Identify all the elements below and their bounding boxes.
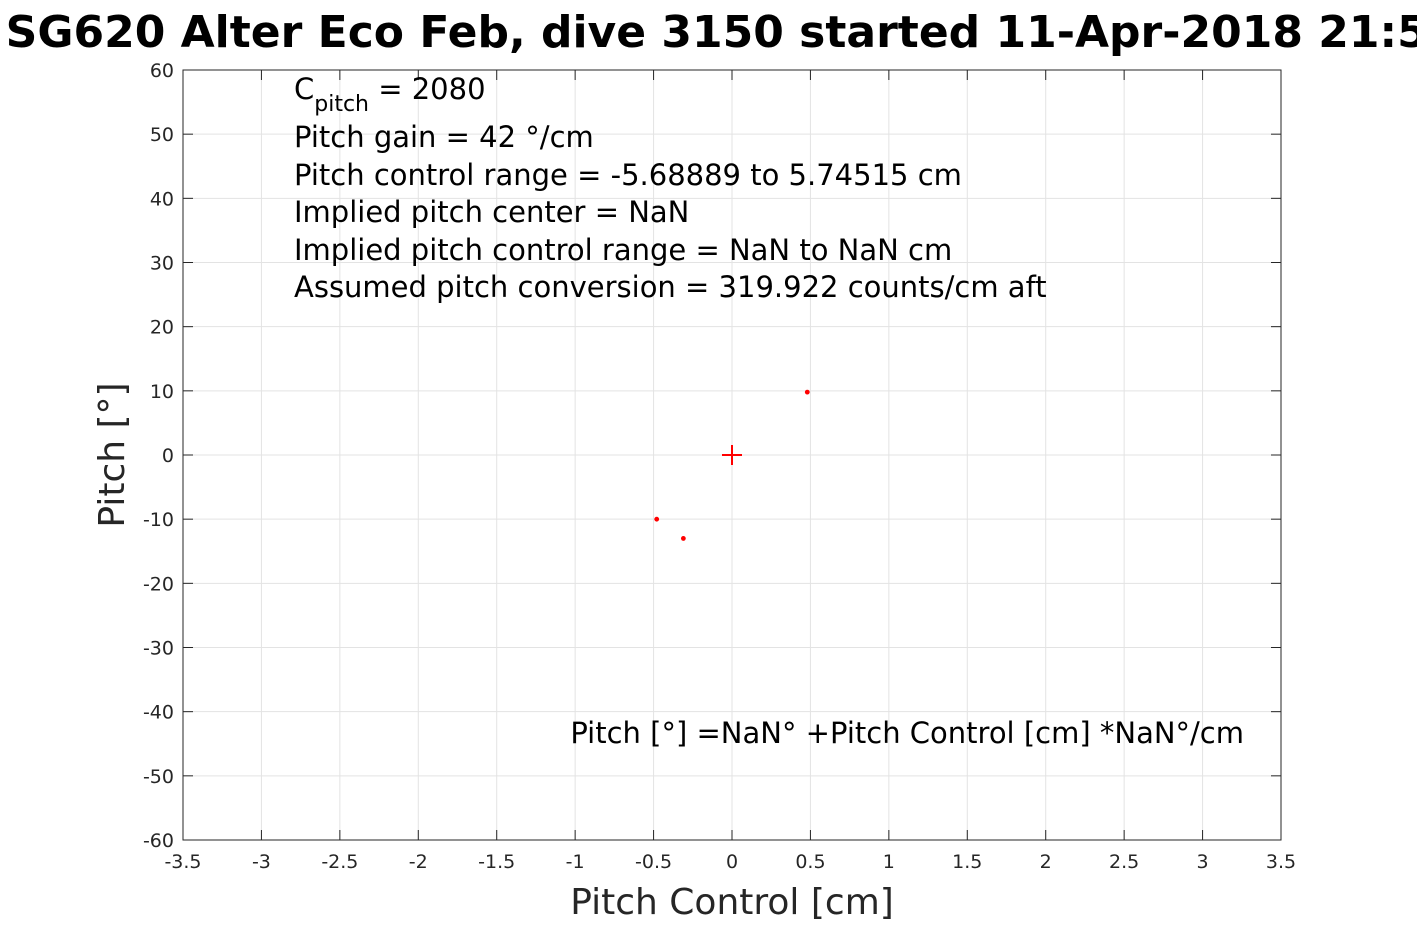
annotation-cpitch-subscript: pitch bbox=[314, 92, 369, 117]
y-tick-label: 50 bbox=[150, 124, 174, 146]
x-tick-label: -3.5 bbox=[164, 851, 201, 873]
annotation-control-range: Pitch control range = -5.68889 to 5.7451… bbox=[294, 158, 962, 192]
data-point bbox=[680, 536, 686, 541]
annotation-pitch-gain: Pitch gain = 42 °/cm bbox=[294, 120, 594, 154]
data-point bbox=[654, 516, 660, 522]
annotation-implied-center: Implied pitch center = NaN bbox=[294, 195, 689, 229]
x-tick-label: -1.5 bbox=[478, 851, 515, 873]
y-tick-label: 20 bbox=[150, 317, 174, 339]
x-tick-label: -3 bbox=[252, 851, 271, 873]
x-tick-label: 2 bbox=[1040, 851, 1052, 873]
annotation-cpitch-main: C bbox=[294, 72, 314, 106]
axes-box bbox=[182, 69, 1282, 841]
x-tick-label: -1 bbox=[566, 851, 585, 873]
x-tick-label: 0.5 bbox=[795, 851, 825, 873]
y-tick-label: 60 bbox=[150, 60, 174, 82]
axis-ticks bbox=[182, 69, 1282, 841]
data-marks bbox=[654, 389, 810, 541]
x-tick-label: 0 bbox=[726, 851, 738, 873]
y-tick-label: 40 bbox=[150, 188, 174, 210]
y-tick-label: -60 bbox=[143, 830, 174, 852]
annotation-assumed-conversion: Assumed pitch conversion = 319.922 count… bbox=[294, 270, 1047, 304]
x-tick-label: -2 bbox=[409, 851, 428, 873]
data-point bbox=[804, 389, 810, 395]
y-axis-label: Pitch [°] bbox=[92, 382, 133, 527]
y-tick-label: -40 bbox=[143, 702, 174, 724]
y-tick-label: -20 bbox=[143, 573, 174, 595]
y-tick-label: -10 bbox=[143, 509, 174, 531]
x-tick-labels: -3.5 -3 -2.5 -2 -1.5 -1 -0.5 0 0.5 1 1.5 2 2.5 3 3.5 bbox=[164, 851, 1296, 873]
y-tick-label: -50 bbox=[143, 766, 174, 788]
x-tick-label: 3.5 bbox=[1266, 851, 1296, 873]
y-tick-labels: -60 -50 -40 -30 -20 -10 0 10 20 30 40 50 60 bbox=[143, 60, 174, 852]
center-plus-marker bbox=[722, 445, 742, 465]
x-axis-label: Pitch Control [cm] bbox=[570, 882, 894, 923]
x-tick-label: 1 bbox=[883, 851, 895, 873]
chart-title: SG620 Alter Eco Feb, dive 3150 started 1… bbox=[6, 7, 1417, 58]
annotation-cpitch: Cpitch = 2080 bbox=[294, 72, 486, 117]
x-tick-label: 2.5 bbox=[1109, 851, 1139, 873]
y-tick-label: 30 bbox=[150, 253, 174, 275]
annotation-block: Cpitch = 2080 Pitch gain = 42 °/cm Pitch… bbox=[294, 72, 1244, 750]
x-tick-label: 3 bbox=[1197, 851, 1209, 873]
x-tick-label: -0.5 bbox=[635, 851, 672, 873]
y-tick-label: 10 bbox=[150, 381, 174, 403]
x-tick-label: 1.5 bbox=[952, 851, 982, 873]
y-tick-label: -30 bbox=[143, 638, 174, 660]
annotation-cpitch-value: = 2080 bbox=[369, 72, 486, 106]
x-tick-label: -2.5 bbox=[321, 851, 358, 873]
annotation-implied-range: Implied pitch control range = NaN to NaN… bbox=[294, 233, 952, 267]
annotation-fit-equation: Pitch [°] =NaN° +Pitch Control [cm] *NaN… bbox=[570, 716, 1244, 750]
y-tick-label: 0 bbox=[162, 445, 174, 467]
